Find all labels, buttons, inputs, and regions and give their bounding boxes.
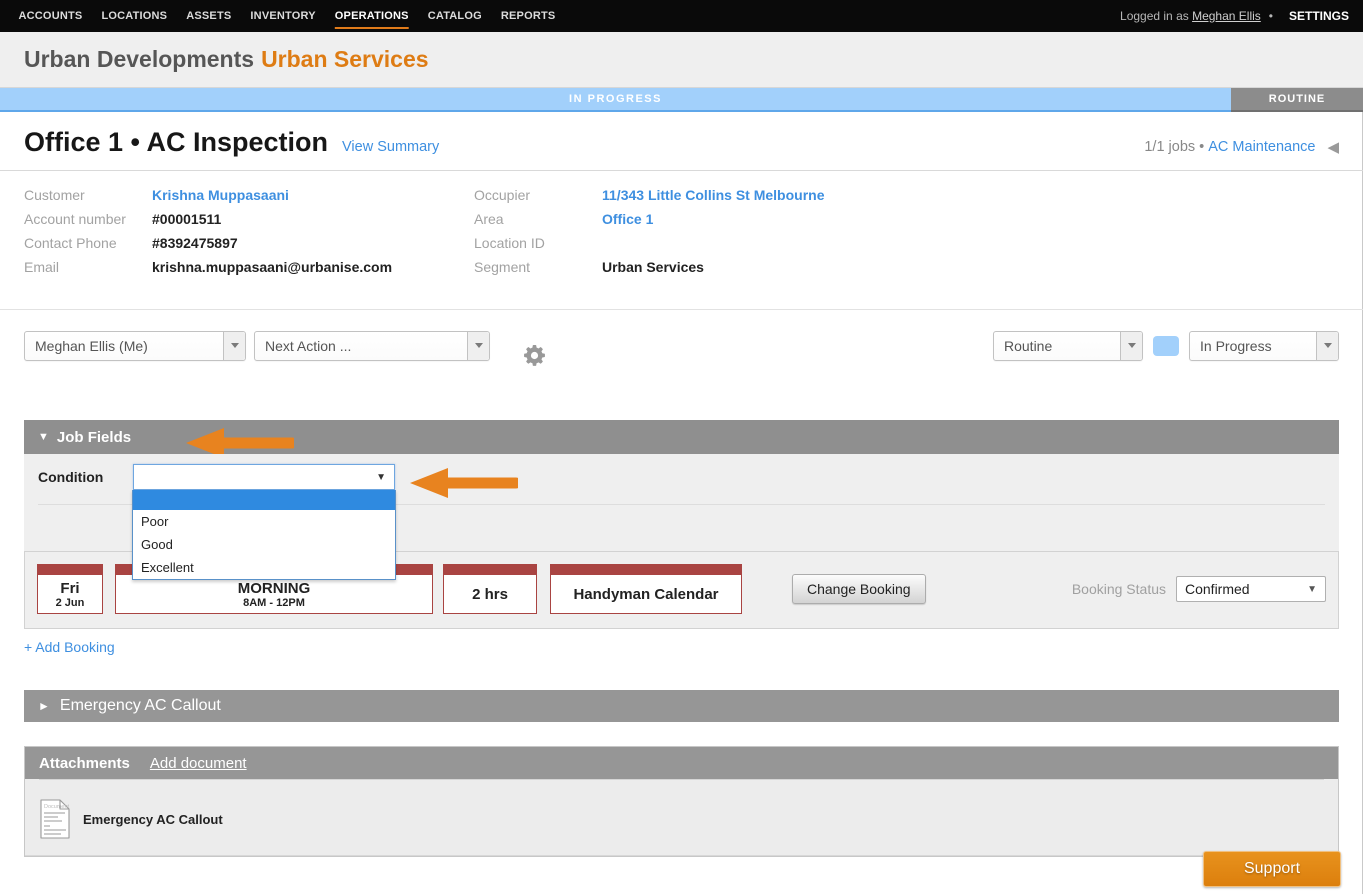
svg-text:Document: Document bbox=[44, 804, 70, 810]
